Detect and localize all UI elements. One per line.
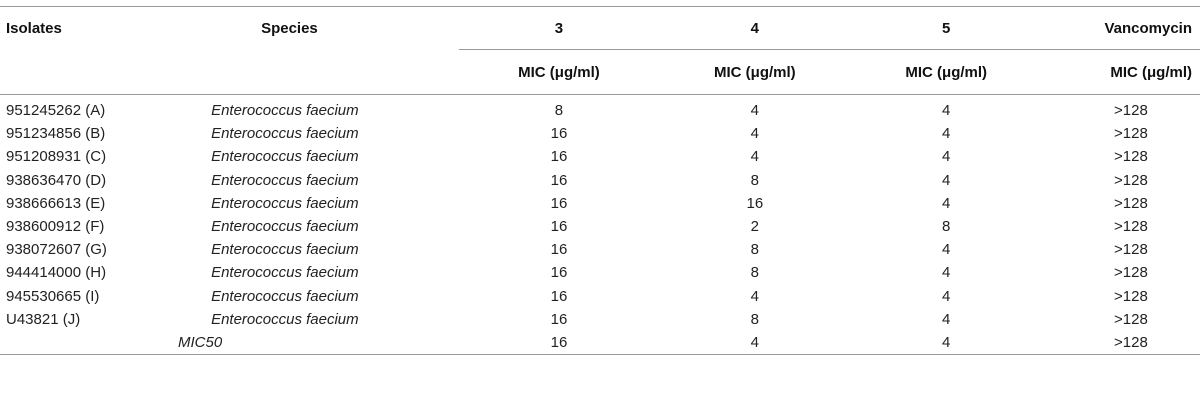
mic-5-cell: 4 (942, 171, 951, 189)
species-cell: Enterococcus faecium (211, 194, 359, 212)
species-cell: Enterococcus faecium (211, 264, 359, 282)
table-row: 938072607 (G) Enterococcus faecium 16 8 4 >12… (0, 238, 1200, 261)
mic50-5-cell: 4 (850, 330, 1042, 356)
mic-5-cell: 4 (942, 241, 951, 259)
mic-5-cell: 4 (942, 194, 951, 212)
header-mic-3: MIC (μg/ml) (458, 49, 660, 95)
mic-3-cell: 16 (550, 194, 568, 212)
species-cell: Enterococcus faecium (211, 218, 359, 236)
header-mic-vancomycin: MIC (μg/ml) (1041, 49, 1200, 95)
species-cell: Enterococcus faecium (211, 310, 359, 328)
mic-5-cell: 4 (942, 264, 951, 282)
vancomycin-cell: >128 (1114, 125, 1148, 143)
mic-5-cell: 4 (942, 125, 951, 143)
vancomycin-cell: >128 (1114, 310, 1148, 328)
header-compound-5: 5 (850, 6, 1042, 50)
vancomycin-cell: >128 (1114, 102, 1148, 120)
header-compound-3: 3 (458, 6, 660, 50)
table-row: 938600912 (F) Enterococcus faecium 16 2 8 >12… (0, 215, 1200, 238)
header-mic-5: MIC (μg/ml) (850, 49, 1042, 95)
table-row: 951234856 (B) Enterococcus faecium 16 4 4 >12… (0, 122, 1200, 145)
species-cell: Enterococcus faecium (211, 125, 359, 143)
mic50-label: MIC50 (0, 330, 459, 356)
species-cell: Enterococcus faecium (211, 287, 359, 305)
header-isolates: Isolates (0, 6, 200, 50)
table-row: 951245262 (A) Enterococcus faecium 8 4 4 >128 (0, 95, 1200, 123)
summary-row-mic50: MIC50 16 4 4 >128 (0, 330, 1200, 356)
vancomycin-cell: >128 (1114, 287, 1148, 305)
mic-3-cell: 16 (550, 171, 568, 189)
table-body: 951245262 (A) Enterococcus faecium 8 4 4 >128… (0, 95, 1200, 356)
vancomycin-cell: >128 (1114, 148, 1148, 166)
mic-4-cell: 8 (750, 241, 759, 259)
vancomycin-cell: >128 (1114, 171, 1148, 189)
isolate-cell: 951208931 (C) (6, 148, 107, 166)
mic-3-cell: 16 (550, 148, 568, 166)
mic-5-cell: 4 (942, 148, 951, 166)
mic-5-cell: 4 (942, 287, 951, 305)
mic-4-cell: 4 (750, 125, 759, 143)
mic-table: Isolates Species 3 4 5 Vancomycin MIC (μ… (0, 6, 1200, 356)
table-row: 938666613 (E) Enterococcus faecium 16 16 4 >1… (0, 192, 1200, 215)
species-cell: Enterococcus faecium (211, 171, 359, 189)
isolate-cell: 944414000 (H) (6, 264, 107, 282)
mic-3-cell: 16 (550, 218, 568, 236)
mic-3-cell: 8 (554, 102, 564, 120)
mic-3-cell: 16 (550, 264, 568, 282)
header-blank-2 (199, 49, 459, 95)
table-row: 938636470 (D) Enterococcus faecium 16 8 4 >12… (0, 169, 1200, 192)
mic-4-cell: 8 (750, 310, 759, 328)
mic-4-cell: 4 (750, 102, 759, 120)
species-cell: Enterococcus faecium (211, 148, 359, 166)
mic-5-cell: 8 (942, 218, 951, 236)
header-row-1: Isolates Species 3 4 5 Vancomycin (0, 6, 1200, 50)
mic-3-cell: 16 (550, 241, 568, 259)
isolate-cell: U43821 (J) (6, 310, 81, 328)
mic-3-cell: 16 (550, 310, 568, 328)
table-row: 945530665 (I) Enterococcus faecium 16 4 4 >12… (0, 285, 1200, 308)
header-row-2: MIC (μg/ml) MIC (μg/ml) MIC (μg/ml) MIC … (0, 49, 1200, 95)
isolate-cell: 938636470 (D) (6, 171, 107, 189)
mic50-3-cell: 16 (458, 330, 660, 356)
vancomycin-cell: >128 (1114, 218, 1148, 236)
header-species: Species (199, 6, 459, 50)
table-row: U43821 (J) Enterococcus faecium 16 8 4 >128 (0, 308, 1200, 331)
isolate-cell: 951234856 (B) (6, 125, 106, 143)
mic-4-cell: 4 (750, 287, 759, 305)
mic-5-cell: 4 (942, 102, 951, 120)
mic-5-cell: 4 (942, 310, 951, 328)
vancomycin-cell: >128 (1114, 194, 1148, 212)
header-blank-1 (0, 49, 200, 95)
species-cell: Enterococcus faecium (211, 102, 359, 120)
mic-4-cell: 8 (750, 264, 759, 282)
mic50-4-cell: 4 (659, 330, 851, 356)
mic-4-cell: 2 (750, 218, 759, 236)
mic-4-cell: 8 (750, 171, 759, 189)
header-mic-4: MIC (μg/ml) (659, 49, 851, 95)
table-row: 951208931 (C) Enterococcus faecium 16 4 4 >12… (0, 145, 1200, 168)
isolate-cell: 938600912 (F) (6, 218, 105, 236)
isolate-cell: 951245262 (A) (6, 102, 106, 120)
vancomycin-cell: >128 (1114, 264, 1148, 282)
vancomycin-cell: >128 (1114, 241, 1148, 259)
mic-4-cell: 16 (746, 194, 764, 212)
table-row: 944414000 (H) Enterococcus faecium 16 8 4 >12… (0, 261, 1200, 284)
mic-4-cell: 4 (750, 148, 759, 166)
species-cell: Enterococcus faecium (211, 241, 359, 259)
isolate-cell: 938072607 (G) (6, 241, 107, 259)
mic-3-cell: 16 (550, 287, 568, 305)
mic50-vancomycin-cell: >128 (1041, 330, 1200, 356)
isolate-cell: 945530665 (I) (6, 287, 100, 305)
header-vancomycin: Vancomycin (1041, 6, 1200, 50)
isolate-cell: 938666613 (E) (6, 194, 106, 212)
mic-3-cell: 16 (550, 125, 568, 143)
header-compound-4: 4 (659, 6, 851, 50)
